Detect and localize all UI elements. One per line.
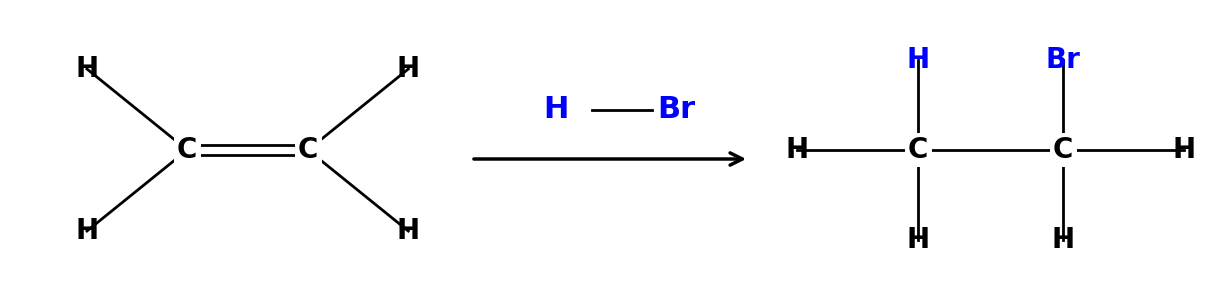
- Text: Br: Br: [657, 95, 696, 124]
- Text: C: C: [1053, 136, 1073, 164]
- Text: H: H: [1051, 226, 1075, 254]
- Text: H: H: [906, 226, 930, 254]
- Text: H: H: [542, 95, 569, 124]
- Text: Br: Br: [1046, 46, 1080, 74]
- Text: C: C: [908, 136, 928, 164]
- Text: H: H: [75, 217, 99, 245]
- Text: H: H: [1172, 136, 1196, 164]
- Text: C: C: [298, 136, 318, 164]
- Text: H: H: [396, 217, 420, 245]
- Text: H: H: [785, 136, 809, 164]
- Text: C: C: [178, 136, 197, 164]
- Text: H: H: [906, 46, 930, 74]
- Text: H: H: [396, 55, 420, 83]
- Text: H: H: [75, 55, 99, 83]
